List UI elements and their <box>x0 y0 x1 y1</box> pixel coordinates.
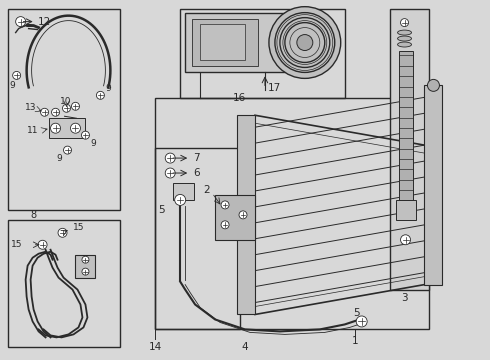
Circle shape <box>64 146 72 154</box>
Bar <box>215 195 255 240</box>
Bar <box>390 9 429 289</box>
Ellipse shape <box>397 42 412 47</box>
Circle shape <box>165 153 175 163</box>
Bar <box>398 50 413 200</box>
Bar <box>424 85 442 285</box>
Bar <box>155 148 240 329</box>
Bar <box>237 115 255 315</box>
Circle shape <box>51 108 59 116</box>
Bar <box>180 9 345 98</box>
Circle shape <box>82 256 89 263</box>
Circle shape <box>356 316 367 327</box>
Circle shape <box>221 201 229 209</box>
Circle shape <box>400 19 409 27</box>
Text: 15: 15 <box>73 223 84 232</box>
Text: 9: 9 <box>105 84 111 93</box>
Text: 8: 8 <box>30 210 37 220</box>
Circle shape <box>16 17 25 27</box>
Circle shape <box>175 194 186 206</box>
Text: 5: 5 <box>353 309 359 319</box>
Text: 9: 9 <box>10 81 16 90</box>
Bar <box>8 9 121 210</box>
Text: 6: 6 <box>193 168 200 178</box>
Circle shape <box>427 80 440 91</box>
Text: 3: 3 <box>401 293 408 302</box>
Text: 10: 10 <box>60 97 71 106</box>
Bar <box>200 24 245 60</box>
Ellipse shape <box>397 36 412 41</box>
Circle shape <box>50 123 61 133</box>
Text: 7: 7 <box>193 153 200 163</box>
Bar <box>185 13 285 72</box>
Text: 13: 13 <box>25 103 37 112</box>
Circle shape <box>97 91 104 99</box>
Text: 14: 14 <box>148 342 162 352</box>
Circle shape <box>221 221 229 229</box>
Text: 2: 2 <box>203 185 210 195</box>
Circle shape <box>72 102 79 110</box>
Bar <box>155 98 429 329</box>
Ellipse shape <box>397 30 412 35</box>
Bar <box>395 200 416 220</box>
Text: 4: 4 <box>242 342 248 352</box>
Bar <box>173 183 194 200</box>
Circle shape <box>82 268 89 275</box>
Circle shape <box>400 235 411 245</box>
Bar <box>192 19 258 67</box>
Circle shape <box>297 35 313 50</box>
Text: 11: 11 <box>27 126 39 135</box>
Circle shape <box>38 240 47 249</box>
Circle shape <box>58 228 67 237</box>
Circle shape <box>13 71 21 80</box>
Text: 5: 5 <box>159 205 165 215</box>
Circle shape <box>165 168 175 178</box>
Circle shape <box>71 123 80 133</box>
Circle shape <box>239 211 247 219</box>
Bar <box>8 220 121 347</box>
Text: 12: 12 <box>38 17 51 27</box>
Bar <box>75 255 96 278</box>
Text: 9: 9 <box>57 154 63 163</box>
Circle shape <box>41 108 49 116</box>
Circle shape <box>81 131 90 139</box>
Bar <box>49 118 85 138</box>
Text: 15: 15 <box>11 240 23 249</box>
Text: 9: 9 <box>91 139 96 148</box>
Circle shape <box>269 7 341 78</box>
Text: 1: 1 <box>351 336 358 346</box>
Text: 16: 16 <box>233 93 246 103</box>
Circle shape <box>63 104 71 112</box>
Text: 17: 17 <box>268 84 281 93</box>
